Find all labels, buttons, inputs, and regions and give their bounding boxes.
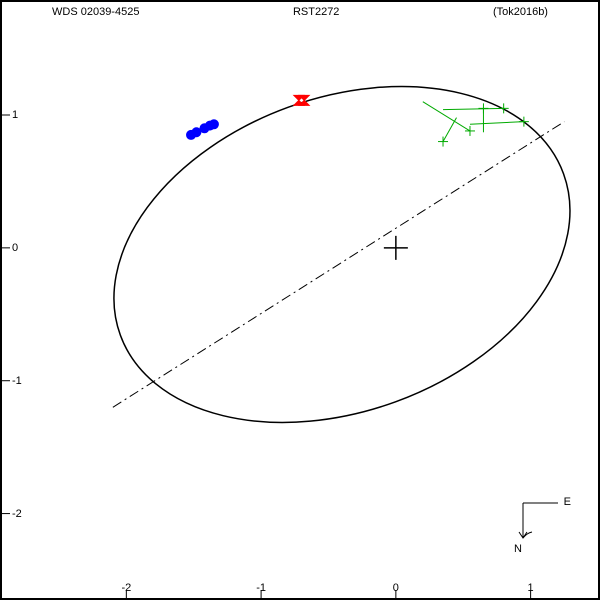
plot-container: WDS 02039-4525 RST2272 (Tok2016b) -2-101… (0, 0, 600, 600)
x-tick-label: 1 (528, 582, 534, 594)
y-tick-label: -1 (12, 375, 22, 387)
compass-east-label: E (564, 496, 571, 508)
y-tick-label: -2 (12, 508, 22, 520)
orbit-plot (2, 2, 598, 598)
compass-north-label: N (514, 543, 522, 555)
x-tick-label: 0 (393, 582, 399, 594)
y-tick-label: 0 (12, 242, 18, 254)
compass-indicator: E N (518, 498, 573, 553)
x-tick-label: -1 (256, 582, 266, 594)
x-tick-label: -2 (121, 582, 131, 594)
y-tick-label: 1 (12, 109, 18, 121)
